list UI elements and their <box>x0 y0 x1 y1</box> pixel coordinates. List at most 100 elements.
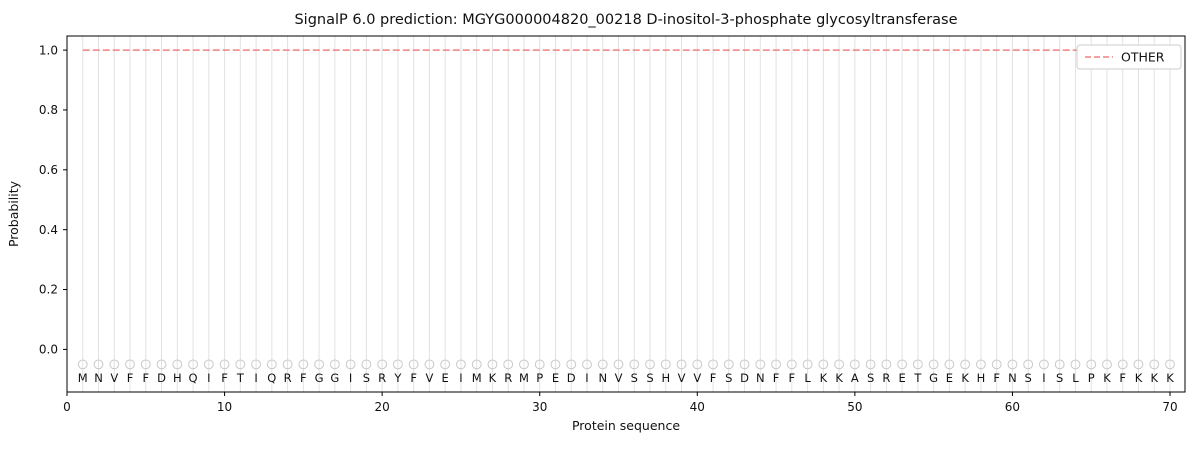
residue-letter: R <box>882 371 890 385</box>
residue-letter: K <box>961 371 969 385</box>
residue-letter: N <box>756 371 765 385</box>
x-axis-label: Protein sequence <box>572 418 680 433</box>
residue-marker <box>912 359 923 370</box>
residue-marker <box>928 359 939 370</box>
residue-letter: S <box>725 371 732 385</box>
residue-letter: K <box>1135 371 1143 385</box>
x-tick-label: 0 <box>63 400 71 414</box>
residue-marker <box>1070 359 1081 370</box>
residue-letter: E <box>442 371 449 385</box>
residue-letter: E <box>898 371 905 385</box>
x-tick-label: 30 <box>532 400 547 414</box>
residue-letter: M <box>519 371 529 385</box>
residue-marker <box>534 359 545 370</box>
residue-letter: K <box>835 371 843 385</box>
residue-marker <box>266 359 277 370</box>
residue-marker <box>1039 359 1049 370</box>
y-tick-label: 0.2 <box>39 283 58 297</box>
residue-letter: K <box>1166 371 1174 385</box>
residue-marker <box>503 359 514 370</box>
residue-letter: M <box>78 371 88 385</box>
residue-letter: S <box>1056 371 1063 385</box>
residue-letter: F <box>127 371 134 385</box>
residue-marker <box>755 359 766 370</box>
residue-marker <box>298 359 309 370</box>
residue-letter: F <box>773 371 780 385</box>
residue-marker <box>188 359 198 370</box>
residue-marker <box>172 359 183 370</box>
residue-letter: T <box>913 371 922 385</box>
residue-letter: K <box>489 371 497 385</box>
legend-box <box>1076 44 1182 70</box>
plot-area: 0.00.20.40.60.81.00 10 20 30 40 50 60 70M N V F F D H… <box>39 35 1186 414</box>
residue-marker <box>140 359 151 370</box>
residue-marker <box>203 359 214 370</box>
residue-marker <box>645 359 655 370</box>
residue-letter: D <box>157 371 166 385</box>
residue-letter: I <box>459 371 462 385</box>
residue-marker <box>991 359 1002 370</box>
residue-letter: V <box>110 371 118 385</box>
residue-letter: V <box>425 371 433 385</box>
y-tick-label: 0.0 <box>39 343 58 357</box>
residue-letter: N <box>598 371 607 385</box>
residue-marker <box>881 359 892 370</box>
residue-marker <box>1023 359 1034 370</box>
residue-letter: Y <box>393 371 402 385</box>
residue-letter: I <box>1042 371 1045 385</box>
residue-marker <box>251 359 261 370</box>
residue-marker <box>1007 359 1018 370</box>
x-tick-label: 60 <box>1005 400 1020 414</box>
residue-marker <box>1133 359 1144 370</box>
residue-marker <box>849 359 860 370</box>
residue-marker <box>77 359 88 370</box>
residue-marker <box>897 359 908 370</box>
residue-marker <box>1102 359 1112 370</box>
residue-marker <box>708 359 718 370</box>
residue-marker <box>125 359 135 370</box>
residue-marker <box>487 359 498 370</box>
residue-marker <box>282 359 293 370</box>
residue-marker <box>235 359 246 370</box>
y-tick-label: 0.4 <box>39 223 58 237</box>
residue-marker <box>1149 359 1160 370</box>
y-tick-label: 0.6 <box>39 163 58 177</box>
residue-marker <box>471 359 482 370</box>
residue-marker <box>692 359 703 370</box>
residue-letter: F <box>789 371 796 385</box>
legend: OTHER <box>1076 44 1182 70</box>
residue-letter: S <box>646 371 653 385</box>
residue-letter: D <box>740 371 749 385</box>
residue-marker <box>865 359 876 370</box>
residue-letter: I <box>349 371 352 385</box>
residue-letter: S <box>631 371 638 385</box>
residue-letter: N <box>94 371 103 385</box>
residue-letter: H <box>173 371 182 385</box>
residue-letter: H <box>977 371 986 385</box>
residue-marker <box>1117 359 1128 370</box>
residue-marker <box>818 359 829 370</box>
residue-marker <box>597 359 608 370</box>
residue-marker <box>566 359 577 370</box>
residue-letter: P <box>1088 371 1095 385</box>
residue-marker <box>408 359 419 370</box>
residue-letter: K <box>1103 371 1111 385</box>
residue-letter: R <box>284 371 292 385</box>
residue-letter: F <box>1119 371 1126 385</box>
residue-letter: F <box>221 371 228 385</box>
residue-letter: L <box>804 371 811 385</box>
residue-letter: F <box>410 371 417 385</box>
x-tick-label: 10 <box>217 400 232 414</box>
residue-letter: L <box>1072 371 1079 385</box>
residue-marker <box>1165 359 1175 370</box>
residue-letter: I <box>585 371 588 385</box>
residue-marker <box>629 359 640 370</box>
residue-marker <box>519 359 529 370</box>
residue-letter: K <box>1150 371 1158 385</box>
x-tick-label: 70 <box>1162 400 1177 414</box>
residue-letter: I <box>254 371 257 385</box>
residue-letter: F <box>300 371 307 385</box>
residue-marker <box>440 359 451 370</box>
residue-letter: F <box>993 371 1000 385</box>
